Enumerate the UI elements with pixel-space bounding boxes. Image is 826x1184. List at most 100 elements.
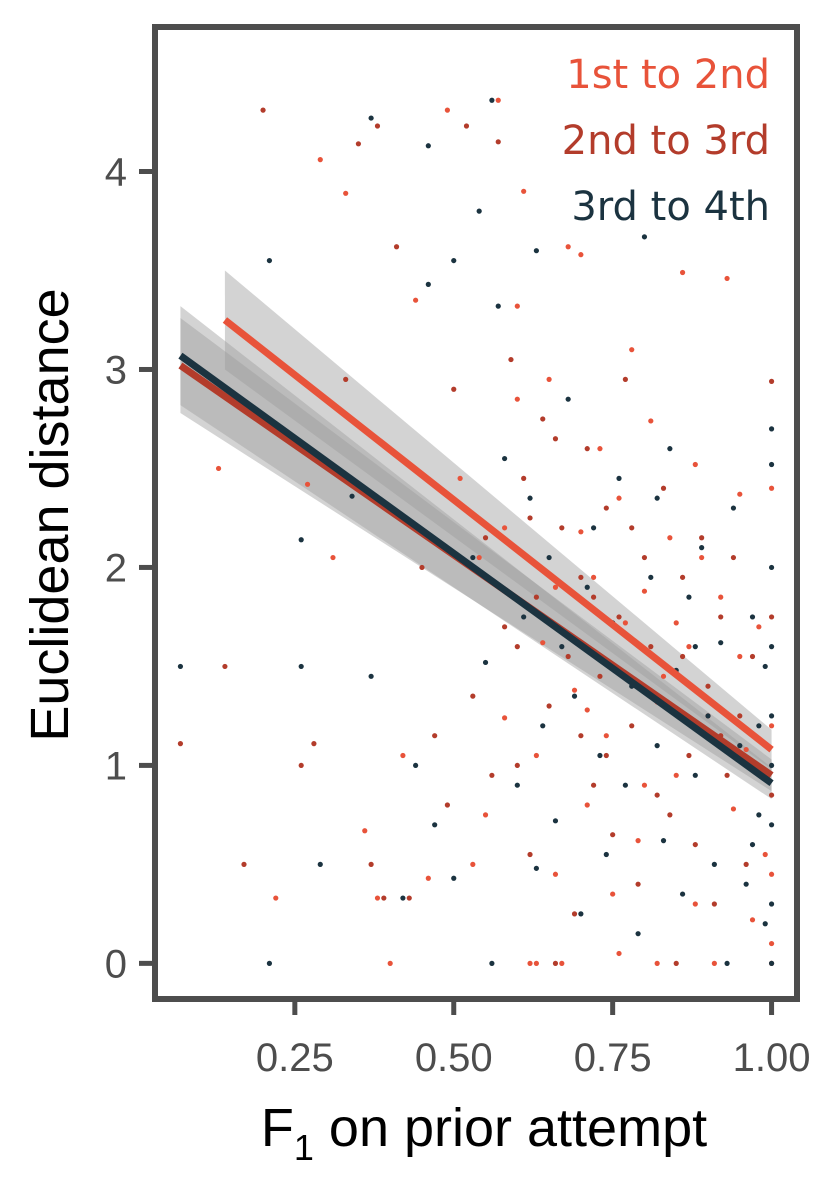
data-point-series-3: [177, 663, 184, 670]
data-point-series-1: [762, 851, 768, 858]
data-point-series-2: [641, 554, 648, 561]
data-points: [177, 97, 775, 966]
data-point-series-3: [654, 743, 660, 749]
data-point-series-1: [413, 297, 419, 303]
data-point-series-3: [578, 911, 584, 917]
data-point-series-3: [603, 851, 609, 858]
data-point-series-1: [597, 446, 603, 452]
data-point-series-1: [686, 644, 692, 650]
data-point-series-3: [584, 584, 590, 590]
data-point-series-3: [425, 143, 431, 149]
data-point-series-2: [241, 861, 247, 867]
data-point-series-1: [584, 707, 590, 713]
data-point-series-2: [546, 703, 552, 709]
data-point-series-3: [521, 614, 527, 620]
data-point-series-1: [425, 875, 431, 881]
data-point-series-2: [667, 812, 673, 818]
data-point-series-1: [527, 960, 533, 966]
data-point-series-3: [533, 248, 539, 254]
data-point-series-2: [463, 123, 470, 129]
data-point-series-3: [451, 257, 457, 264]
data-point-series-2: [374, 123, 381, 129]
data-point-series-2: [368, 861, 374, 867]
data-point-series-1: [635, 838, 641, 844]
x-axis-title: F1 on prior attempt: [261, 1098, 707, 1168]
data-point-series-3: [768, 564, 775, 571]
data-point-series-1: [660, 673, 667, 679]
data-point-series-2: [489, 772, 495, 778]
data-point-series-1: [641, 588, 648, 594]
data-point-series-3: [743, 881, 749, 887]
data-point-series-1: [590, 574, 597, 580]
data-point-series-3: [635, 931, 641, 937]
data-point-series-3: [298, 663, 304, 670]
data-point-series-3: [597, 752, 603, 759]
data-point-series-1: [546, 376, 552, 382]
data-point-series-2: [590, 782, 597, 788]
data-point-series-3: [730, 505, 737, 511]
data-point-series-2: [260, 107, 266, 113]
data-point-series-1: [476, 554, 482, 561]
data-point-series-1: [470, 861, 476, 867]
data-point-series-3: [559, 644, 565, 650]
data-point-series-2: [527, 851, 533, 858]
data-point-series-3: [718, 640, 724, 646]
data-point-series-2: [406, 895, 412, 901]
data-point-series-1: [502, 715, 508, 721]
data-point-series-1: [374, 895, 381, 901]
data-point-series-3: [616, 475, 622, 481]
x-tick-label: 1.00: [733, 1036, 811, 1080]
data-point-series-3: [489, 960, 495, 966]
data-point-series-1: [533, 960, 539, 966]
data-point-series-1: [610, 891, 616, 897]
data-point-series-2: [705, 683, 711, 689]
data-point-series-2: [470, 693, 476, 699]
data-point-series-1: [699, 554, 705, 561]
data-point-series-3: [679, 891, 686, 897]
data-point-series-3: [368, 115, 374, 121]
data-point-series-3: [648, 574, 654, 580]
data-point-series-1: [343, 190, 349, 196]
data-point-series-3: [768, 644, 775, 650]
data-point-series-2: [571, 911, 578, 917]
data-point-series-1: [737, 653, 743, 660]
fit-lines: [178, 317, 774, 787]
y-axis-title: Euclidean distance: [20, 288, 80, 741]
data-point-series-3: [495, 303, 501, 309]
data-point-series-2: [578, 733, 584, 739]
data-point-series-1: [533, 752, 539, 759]
y-tick-label: 1: [105, 744, 127, 788]
data-point-series-2: [393, 244, 400, 250]
data-point-series-2: [177, 741, 184, 747]
data-point-series-3: [692, 772, 698, 778]
data-point-series-2: [495, 139, 501, 145]
data-point-series-1: [578, 529, 584, 535]
data-point-series-2: [502, 624, 508, 630]
data-point-series-3: [432, 822, 438, 828]
data-point-series-3: [724, 960, 730, 966]
data-point-series-2: [699, 535, 705, 541]
data-point-series-2: [343, 376, 349, 382]
y-tick-label: 0: [105, 942, 127, 986]
data-point-series-1: [444, 107, 450, 113]
data-point-series-1: [724, 275, 730, 282]
data-point-series-1: [768, 871, 775, 877]
data-point-series-1: [559, 960, 565, 966]
data-point-series-1: [730, 806, 737, 812]
data-point-series-3: [565, 396, 571, 402]
x-tick-label: 0.75: [574, 1036, 652, 1080]
data-point-series-2: [673, 960, 679, 966]
data-point-series-3: [502, 455, 508, 462]
data-point-series-3: [768, 822, 775, 828]
x-tick-label: 0.50: [415, 1036, 493, 1080]
data-point-series-2: [603, 752, 609, 759]
plot-panel-border: [152, 24, 800, 1002]
data-point-series-2: [679, 574, 686, 580]
data-point-series-3: [514, 782, 520, 788]
data-point-series-2: [737, 713, 743, 719]
data-point-series-3: [266, 960, 273, 966]
data-point-series-2: [629, 723, 635, 729]
data-point-series-3: [711, 861, 717, 867]
y-tick-label: 4: [105, 151, 127, 195]
